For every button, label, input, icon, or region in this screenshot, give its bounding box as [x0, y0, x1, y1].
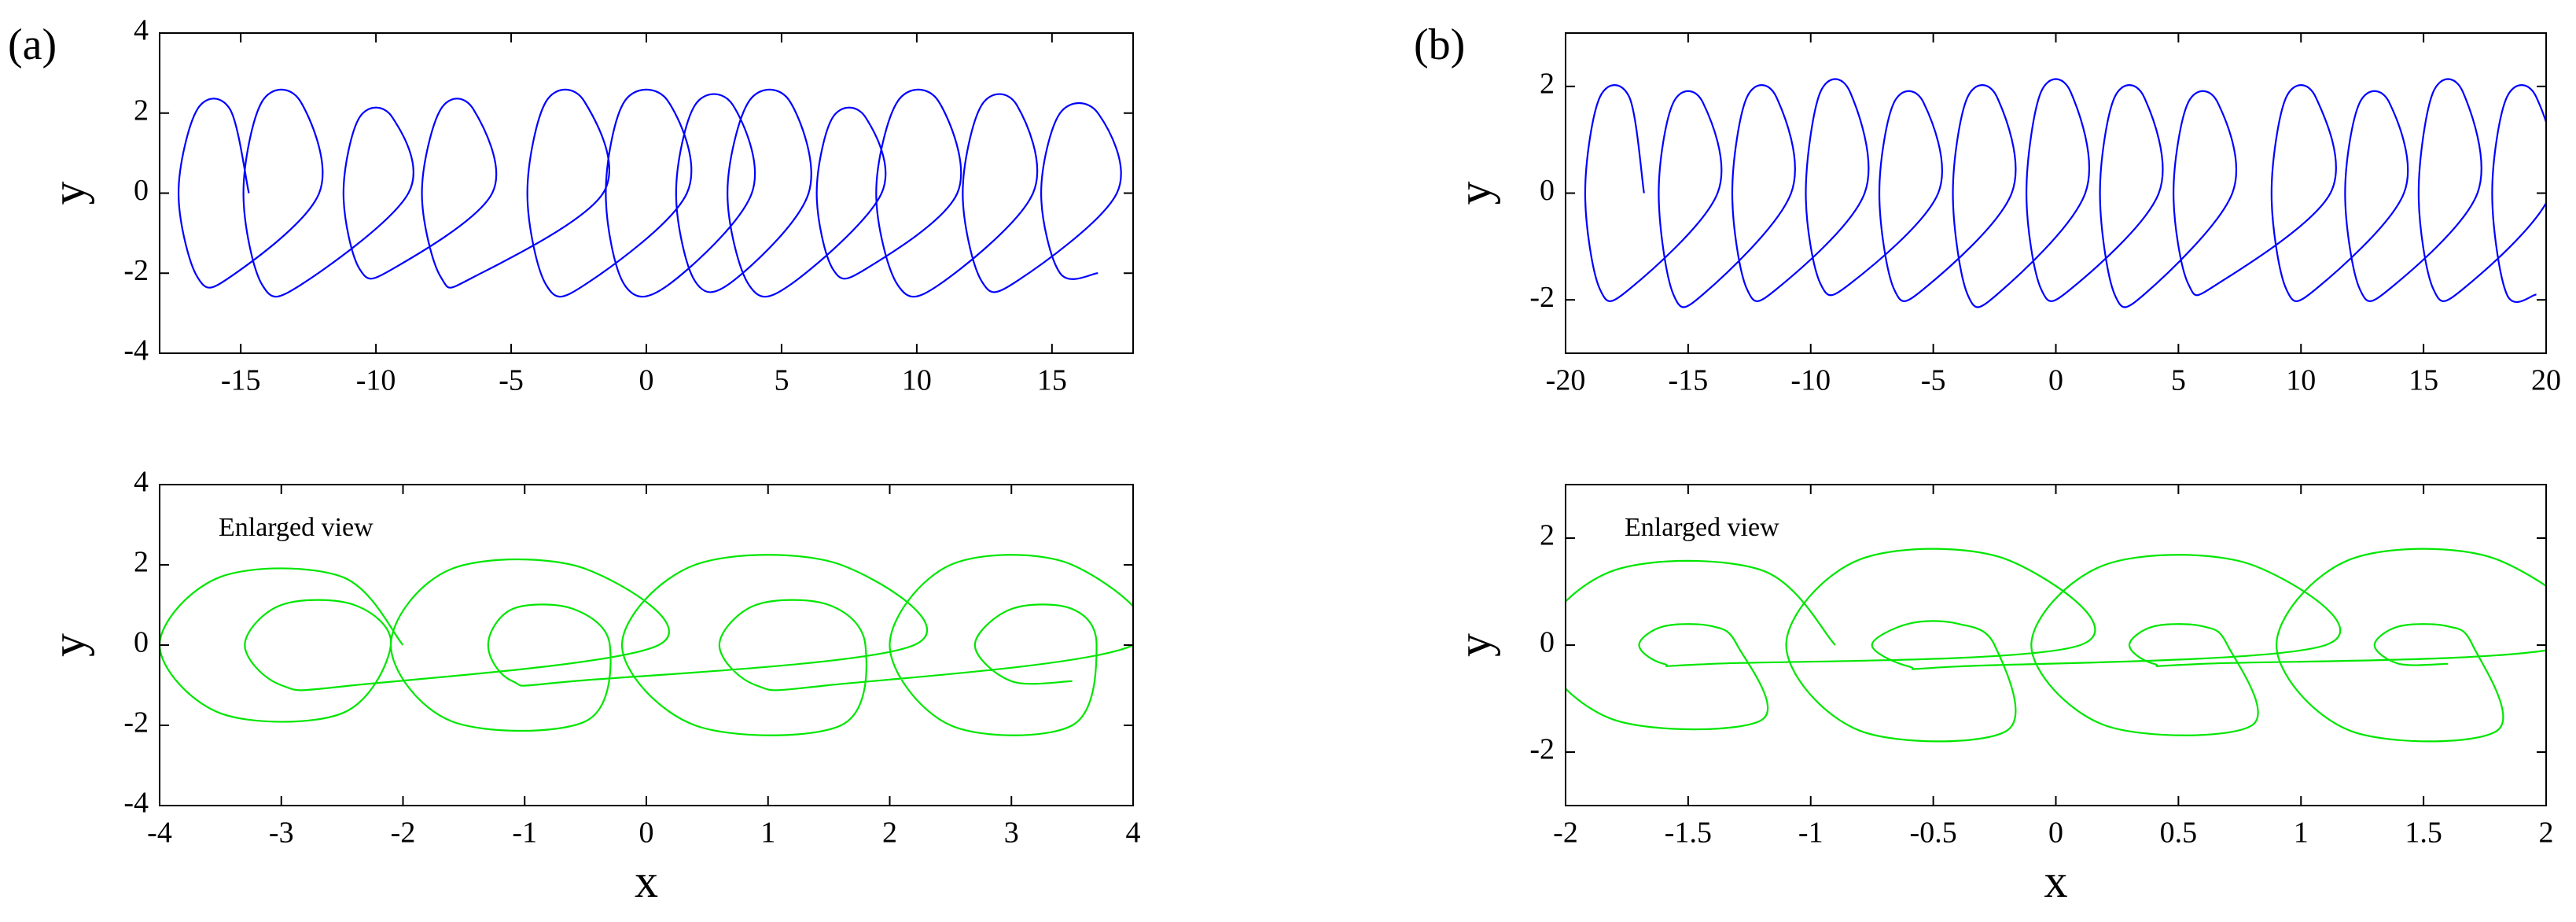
x-tick-label: 15: [2409, 364, 2438, 397]
x-tick-label: 0: [639, 817, 654, 850]
x-tick-label: -10: [356, 364, 396, 397]
y-tick-label: -2: [123, 706, 149, 739]
y-tick-label: 4: [134, 14, 149, 47]
trajectory: [1584, 78, 2546, 308]
x-axis-label: x: [2044, 855, 2068, 907]
y-tick-label: -2: [1529, 281, 1555, 314]
x-tick-label: 0: [639, 364, 654, 397]
x-tick-label: 2: [2539, 817, 2554, 850]
panel: -4 -3 -2 -1 0 1 2 3 4 -4 -2 0 2 4 y x Enlarged view: [42, 466, 1141, 907]
x-tick-label: -20: [1546, 364, 1586, 397]
x-tick-label: -1: [512, 817, 537, 850]
plot-area: [1584, 78, 2546, 308]
x-tick-label: 1.5: [2405, 817, 2442, 850]
y-tick-label: 4: [134, 466, 149, 499]
y-tick-label: -2: [123, 254, 149, 287]
x-axis-label: x: [635, 855, 658, 907]
axes-frame: [1565, 32, 2547, 354]
y-axis-label: y: [1448, 182, 1500, 205]
y-tick-label: 0: [1540, 174, 1555, 207]
x-tick-label: 5: [774, 364, 789, 397]
y-tick-label: 2: [1540, 68, 1555, 101]
y-tick-label: 0: [134, 626, 149, 659]
annotation: Enlarged view: [1625, 513, 1779, 542]
x-tick-label: 5: [2171, 364, 2186, 397]
y-tick-label: 2: [134, 94, 149, 127]
annotation: Enlarged view: [219, 513, 374, 542]
x-tick-label: 1: [2294, 817, 2309, 850]
x-tick-label: -5: [1921, 364, 1946, 397]
x-tick-label: -3: [269, 817, 294, 850]
y-tick-label: -2: [1529, 733, 1555, 766]
plot-area: [1566, 548, 2546, 743]
y-axis-label: y: [42, 633, 94, 657]
x-tick-label: 15: [1037, 364, 1067, 397]
x-tick-label: 0: [2048, 364, 2063, 397]
x-tick-label: -0.5: [1910, 817, 1957, 850]
x-tick-label: -1: [1798, 817, 1823, 850]
y-axis-label: y: [42, 182, 94, 205]
x-tick-label: 2: [882, 817, 897, 850]
x-tick-label: 20: [2531, 364, 2561, 397]
panel-label: (b): [1414, 20, 1465, 69]
panel: -2 -1.5 -1 -0.5 0 0.5 1 1.5 2 -2 0 2 y x Enlarged view: [1448, 484, 2554, 907]
x-tick-label: 10: [902, 364, 932, 397]
x-tick-label: -15: [1669, 364, 1709, 397]
x-tick-label: 0: [2048, 817, 2063, 850]
x-tick-label: -5: [499, 364, 524, 397]
x-tick-label: -1.5: [1665, 817, 1712, 850]
x-tick-label: -2: [1553, 817, 1578, 850]
x-tick-label: -2: [391, 817, 416, 850]
y-axis-label: y: [1448, 633, 1500, 657]
plot-area: [177, 88, 1122, 298]
x-tick-label: -10: [1790, 364, 1831, 397]
x-tick-label: 3: [1004, 817, 1019, 850]
panel-label: (a): [8, 20, 57, 69]
x-tick-label: 1: [760, 817, 775, 850]
y-tick-label: 0: [134, 174, 149, 207]
x-tick-label: -15: [221, 364, 261, 397]
x-tick-label: 4: [1126, 817, 1141, 850]
x-tick-label: 0.5: [2160, 817, 2198, 850]
panel: -15 -10 -5 0 5 10 15 -4 -2 0 2 4 y (a): [8, 14, 1134, 397]
y-tick-label: -4: [123, 787, 149, 820]
plot-area: [160, 554, 1133, 736]
y-tick-label: -4: [123, 334, 149, 367]
axes-frame: [159, 32, 1134, 354]
trajectory: [1566, 548, 2546, 743]
y-tick-label: 2: [1540, 519, 1555, 552]
x-tick-label: 10: [2286, 364, 2316, 397]
x-tick-label: -4: [147, 817, 172, 850]
y-tick-label: 0: [1540, 626, 1555, 659]
trajectory: [177, 88, 1122, 298]
trajectory: [160, 554, 1133, 736]
y-tick-label: 2: [134, 546, 149, 579]
